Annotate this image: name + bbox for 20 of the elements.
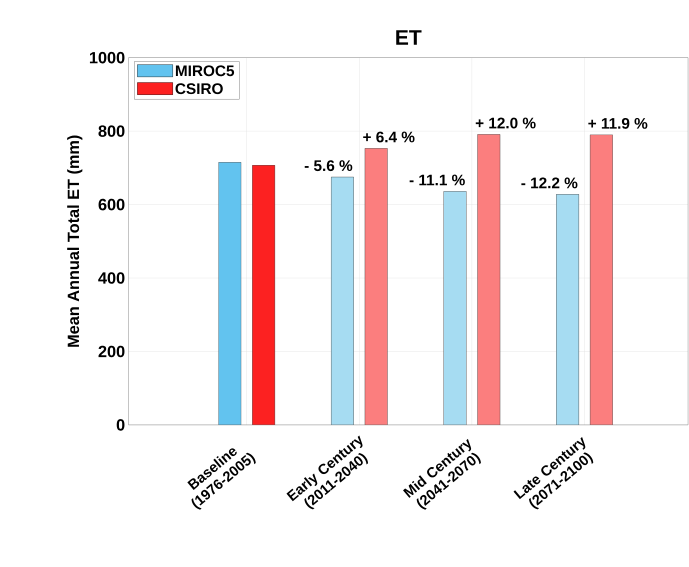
chart-title: ET <box>396 30 422 45</box>
annotation: - 11.1 % <box>410 174 465 186</box>
y-tick-label: 600 <box>98 198 124 210</box>
annotation: - 5.6 % <box>304 160 352 171</box>
y-tick-label: 800 <box>98 125 124 137</box>
annotation: + 6.4 % <box>363 131 415 142</box>
bar <box>590 134 613 425</box>
legend-label: MIROC5 <box>176 65 234 76</box>
annotation: - 12.2 % <box>521 177 578 188</box>
annotation: + 12.0 % <box>476 118 536 128</box>
y-tick-label: 200 <box>98 346 124 358</box>
legend-label: CSIRO <box>176 83 223 94</box>
bar <box>218 162 242 425</box>
y-tick-label: 0 <box>116 419 124 431</box>
bar <box>364 148 388 425</box>
annotation: + 11.9 % <box>588 118 648 129</box>
bar <box>477 134 500 425</box>
y-tick-label: 400 <box>98 272 124 284</box>
y-tick-label: 1000 <box>90 52 124 64</box>
y-axis-title: Mean Annual Total ET (mm) <box>67 135 82 347</box>
